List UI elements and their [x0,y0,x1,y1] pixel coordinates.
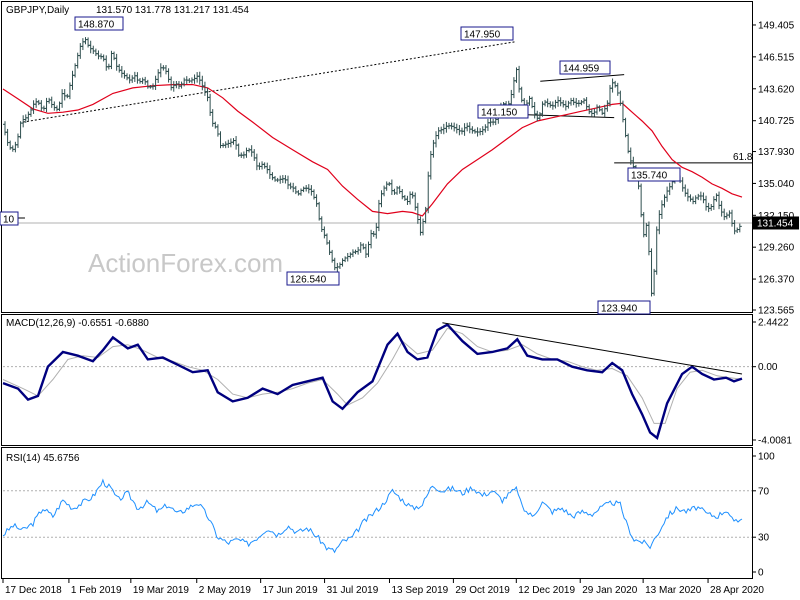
rsi-tick-label: 100 [758,452,775,463]
last-price-tag: 131.454 [753,216,799,230]
price-label-frame [0,211,19,226]
rsi-axis: 100 70 30 0 [752,452,775,579]
price-tick-label: 143.620 [758,84,795,95]
x-tick-label: 31 Jul 2019 [327,585,379,596]
x-tick-label: 2 May 2019 [199,585,252,596]
price-label-text: 123.940 [601,304,638,315]
price-label-box: 147.950 [460,26,514,41]
macd-tick-label: -4.0081 [758,436,792,447]
price-label-text: 147.950 [464,30,501,41]
macd-line [2,323,743,441]
price-title: GBPJPY,Daily [6,5,69,16]
macd-pane-frame [1,314,753,446]
x-tick-label: 12 Dec 2019 [518,585,575,596]
rsi-lines [2,478,752,554]
ohlc-bar [737,223,742,233]
x-tick-label: 28 Apr 2020 [710,585,764,596]
price-label-frame [74,16,124,31]
price-label-frame [597,300,651,315]
moving-average-line [2,84,743,217]
price-tick-label: 135.040 [758,179,795,190]
price-tick-label: 140.725 [758,116,795,127]
macd-lines [2,322,752,441]
x-tick-label: 1 Feb 2019 [71,585,122,596]
x-tick-label: 13 Sep 2019 [391,585,448,596]
macd-tick-label: 2.4422 [758,318,789,329]
x-tick-label: 17 Dec 2018 [5,585,62,596]
macd-tick-label: 0.00 [758,362,778,373]
x-tick-label: 19 Mar 2019 [133,585,190,596]
x-tick-label: 13 Mar 2020 [645,585,702,596]
rsi-tick-label: 30 [758,533,770,544]
price-label-frame [460,26,514,41]
dotted-trendline [22,41,517,123]
price-tick-label: 123.565 [758,306,795,317]
price-label-frame [477,104,529,119]
rsi-tick-label: 70 [758,486,770,497]
price-annotations: 148.870 147.950 144.959 141.150 135.740 126.5… [0,16,799,315]
macd-signal-line [2,327,743,424]
rsi-line [2,478,743,554]
x-axis: 17 Dec 2018 1 Feb 2019 19 Mar 2019 2 May 20… [2,579,764,596]
price-label-box: 10 [0,211,19,226]
rsi-title: RSI(14) 45.6756 [6,453,80,464]
price-label-text: 126.540 [290,275,327,286]
price-label-text: 148.870 [78,20,115,31]
price-label-frame [559,60,611,75]
macd-title: MACD(12,26,9) -0.6551 -0.6880 [6,318,149,329]
price-label-text: 135.740 [631,171,668,182]
price-label-box: 123.940 [597,300,651,315]
ohlc-header: 131.570 131.778 131.217 131.454 [96,5,249,16]
fib-label: 61.8 [733,152,753,163]
watermark: ActionForex.com [88,248,283,278]
rsi-pane-frame [1,447,753,579]
price-label-frame [286,271,340,286]
price-label-box: 148.870 [74,16,124,31]
price-axis: 149.405 146.515 143.620 140.725 137.930 135.0… [752,20,795,317]
price-tick-label: 126.370 [758,275,795,286]
macd-axis: 2.4422 0.00 -4.0081 [752,318,792,447]
price-label-box: 144.959 [559,60,611,75]
price-tick-label: 137.930 [758,147,795,158]
channel-top-line [540,74,625,82]
price-label-text: 10 [3,215,15,226]
x-tick-label: 29 Oct 2019 [455,585,510,596]
price-tick-label: 146.515 [758,52,795,63]
price-label-text: 144.959 [563,64,600,75]
x-tick-label: 17 Jun 2019 [263,585,318,596]
macd-trendline [442,322,743,375]
last-price-tag-text: 131.454 [757,218,794,229]
price-label-frame [627,167,681,182]
price-label-box: 126.540 [286,271,340,286]
price-label-text: 141.150 [481,108,518,119]
price-tick-label: 149.405 [758,20,795,31]
price-label-box: 141.150 [477,104,529,119]
price-tick-label: 132.150 [758,211,795,222]
last-price-tag-bg [753,216,799,230]
x-tick-label: 29 Jan 2020 [582,585,637,596]
price-pane-frame [1,1,753,313]
price-bars [2,37,742,297]
price-label-box: 135.740 [627,167,681,182]
rsi-tick-label: 0 [758,568,764,579]
price-tick-label: 129.260 [758,243,795,254]
